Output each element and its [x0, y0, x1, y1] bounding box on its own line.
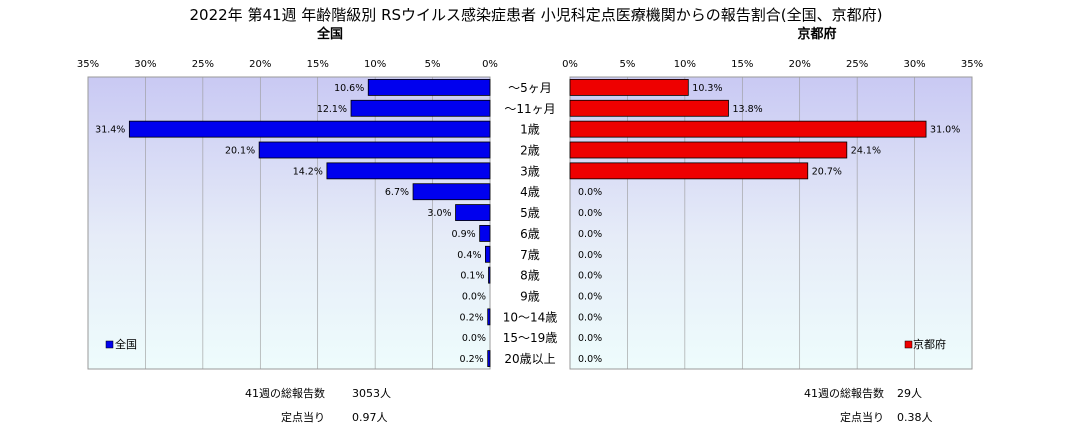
- kyoto-total-value: 29人: [897, 387, 922, 400]
- national-bar-label: 0.0%: [462, 333, 486, 344]
- national-per-label: 定点当り: [281, 410, 325, 424]
- kyoto-bar: [569, 79, 689, 96]
- kyoto-bar-label: 0.0%: [578, 208, 602, 219]
- left-x-tick-label: 20%: [249, 59, 271, 70]
- national-bar: [479, 225, 491, 242]
- national-bar: [487, 308, 491, 326]
- kyoto-bar-label: 0.0%: [578, 187, 602, 198]
- kyoto-bar-label: 31.0%: [930, 125, 960, 136]
- category-label: 9歳: [520, 290, 540, 304]
- national-bar-label: 20.1%: [225, 146, 255, 157]
- chart-title: 2022年 第41週 年齢階級別 RSウイルス感染症患者 小児科定点医療機関から…: [190, 6, 883, 24]
- legend-kyoto-swatch: [904, 340, 913, 349]
- kyoto-bar-label: 24.1%: [851, 146, 881, 157]
- national-bar-label: 0.2%: [460, 354, 484, 365]
- legend-kyoto: 京都府: [904, 337, 946, 351]
- category-label: 4歳: [520, 185, 540, 199]
- left-x-tick-label: 0%: [482, 59, 498, 70]
- kyoto-bar-label: 20.7%: [812, 166, 842, 177]
- category-label: 15～19歳: [503, 331, 558, 345]
- axis-ticks: 0% 0% 5% 5% 10% 10% 15% 15% 20% 20% 25% 25% 30% 30% 35…: [77, 59, 983, 70]
- category-label: 5歳: [520, 206, 540, 220]
- kyoto-per-label: 定点当り: [840, 410, 884, 424]
- kyoto-bar-label: 10.3%: [692, 83, 722, 94]
- kyoto-total-label: 41週の総報告数: [804, 386, 884, 400]
- category-label: 7歳: [520, 248, 540, 262]
- national-bar: [488, 266, 491, 284]
- kyoto-bar-label: 0.0%: [578, 312, 602, 323]
- left-x-tick-label: 35%: [77, 59, 99, 70]
- category-label: ～5ヶ月: [508, 81, 552, 95]
- national-bar: [455, 204, 491, 221]
- kyoto-bar-label: 0.0%: [578, 292, 602, 303]
- kyoto-per-value: 0.38人: [897, 411, 933, 424]
- national-bar-label: 0.9%: [452, 229, 476, 240]
- left-x-tick-label: 25%: [192, 59, 214, 70]
- right-x-tick-label: 15%: [731, 59, 753, 70]
- kyoto-bar-label: 0.0%: [578, 333, 602, 344]
- kyoto-bar: [569, 99, 729, 117]
- right-x-tick-label: 5%: [619, 59, 635, 70]
- kyoto-bar: [569, 162, 809, 180]
- national-bar: [258, 141, 491, 159]
- national-bar: [128, 120, 491, 138]
- national-bar-label: 31.4%: [95, 125, 125, 136]
- kyoto-bar-label: 0.0%: [578, 354, 602, 365]
- national-bar: [487, 350, 491, 367]
- left-x-tick-label: 30%: [134, 59, 156, 70]
- kyoto-bar-label: 13.8%: [733, 104, 763, 115]
- kyoto-bar: [569, 120, 927, 138]
- national-total-value: 3053人: [352, 387, 391, 400]
- national-per-value: 0.97人: [352, 411, 388, 424]
- category-label: 1歳: [520, 123, 540, 137]
- kyoto-bar: [569, 141, 848, 159]
- bars: 10.6% 10.3% 12.1% 13.8% 31.4% 31.0% 20.1% 24.1%…: [95, 79, 960, 367]
- national-bar-label: 0.4%: [457, 250, 481, 261]
- footer-kyoto: 41週の総報告数 29人 定点当り 0.38人: [804, 386, 933, 424]
- left-x-tick-label: 15%: [307, 59, 329, 70]
- legend-national-swatch: [105, 340, 114, 349]
- national-bar-label: 3.0%: [427, 208, 451, 219]
- category-label: 6歳: [520, 227, 540, 241]
- national-bar: [412, 183, 491, 201]
- kyoto-bar-label: 0.0%: [578, 250, 602, 261]
- footer-national: 41週の総報告数 3053人 定点当り 0.97人: [245, 386, 391, 424]
- national-total-label: 41週の総報告数: [245, 386, 325, 400]
- national-bar: [367, 79, 491, 96]
- category-label: 20歳以上: [504, 352, 555, 366]
- national-bar-label: 14.2%: [293, 166, 323, 177]
- category-label: 3歳: [520, 164, 540, 178]
- right-x-tick-label: 0%: [562, 59, 578, 70]
- legend-national-label: 全国: [115, 337, 137, 351]
- category-label: 8歳: [520, 269, 540, 283]
- national-bar: [326, 162, 491, 180]
- category-label: 10～14歳: [503, 310, 558, 324]
- left-x-tick-label: 10%: [364, 59, 386, 70]
- right-x-tick-label: 20%: [789, 59, 811, 70]
- national-bar-label: 0.1%: [460, 271, 484, 282]
- national-bar-label: 6.7%: [385, 187, 409, 198]
- national-bar-label: 0.2%: [460, 312, 484, 323]
- national-bar-label: 0.0%: [462, 292, 486, 303]
- right-x-tick-label: 10%: [674, 59, 696, 70]
- right-x-tick-label: 35%: [961, 59, 983, 70]
- right-x-tick-label: 30%: [903, 59, 925, 70]
- legend-kyoto-label: 京都府: [913, 337, 946, 351]
- national-bar-label: 12.1%: [317, 104, 347, 115]
- national-bar: [485, 245, 491, 263]
- category-label: ～11ヶ月: [504, 102, 555, 116]
- category-label: 2歳: [520, 144, 540, 158]
- kyoto-bar-label: 0.0%: [578, 229, 602, 240]
- national-bar-label: 10.6%: [334, 83, 364, 94]
- right-panel-title: 京都府: [797, 26, 836, 42]
- right-x-tick-label: 25%: [846, 59, 868, 70]
- national-bar: [350, 99, 491, 117]
- legend-national: 全国: [105, 337, 137, 351]
- category-labels: ～5ヶ月 ～11ヶ月 1歳 2歳 3歳 4歳 5歳 6歳 7歳 8歳 9歳 10～14歳 15～19歳 2…: [503, 81, 558, 366]
- left-panel-title: 全国: [316, 26, 343, 42]
- kyoto-bar-label: 0.0%: [578, 271, 602, 282]
- left-x-tick-label: 5%: [425, 59, 441, 70]
